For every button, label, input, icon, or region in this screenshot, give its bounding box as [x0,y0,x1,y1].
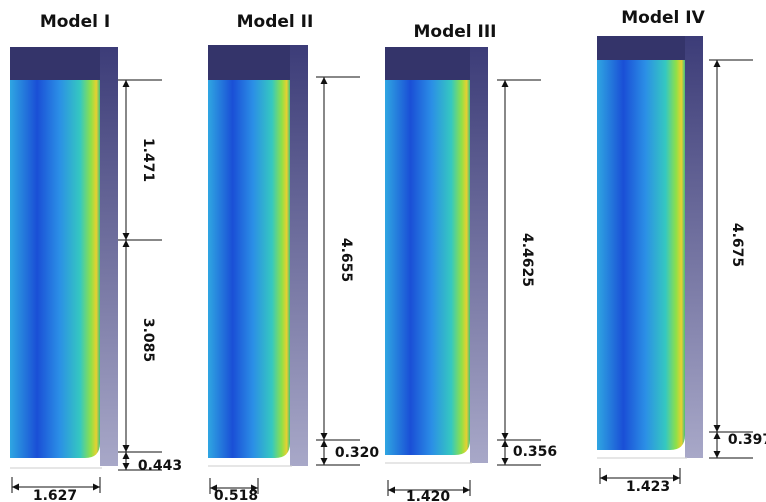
model-panel: Model III 4.4625 0.356 1.420 [385,22,557,502]
model-panel: Model II 4.655 0.320 0.518 [208,12,379,502]
top-plate [208,45,290,80]
model-panel: Model IV 4.675 0.397 1.423 [597,8,766,495]
dimension-label: 1.423 [626,479,670,495]
contour-region [597,60,685,450]
contour-region [385,80,470,455]
background-strip [290,45,308,466]
dimension-label: 0.356 [513,444,557,460]
top-plate [597,36,685,60]
top-plate [385,47,470,80]
background-strip [685,36,703,458]
dimension-label: 0.443 [138,458,182,474]
contour-region [208,80,290,458]
model-title: Model III [413,22,496,42]
dimension-label: 3.085 [140,318,156,362]
dimension-label: 1.627 [33,488,77,502]
dimension-label: 1.420 [406,489,451,502]
model-panel: Model I 1.471 3.085 0.443 1.627 [10,12,182,502]
background-strip [100,47,118,466]
dimension-label: 1.471 [140,138,156,182]
dimension-label: 0.397 [728,432,766,448]
dimension-label: 4.655 [338,238,354,282]
model-title: Model I [40,12,110,32]
model-title: Model IV [621,8,705,28]
top-plate [10,47,100,80]
background-strip [470,47,488,463]
dimension-label: 4.4625 [519,233,535,287]
dimension-label: 4.675 [729,223,745,267]
dimension-label: 0.518 [214,488,258,502]
model-title: Model II [237,12,314,32]
dimension-label: 0.320 [335,445,380,461]
contour-region [10,80,100,458]
